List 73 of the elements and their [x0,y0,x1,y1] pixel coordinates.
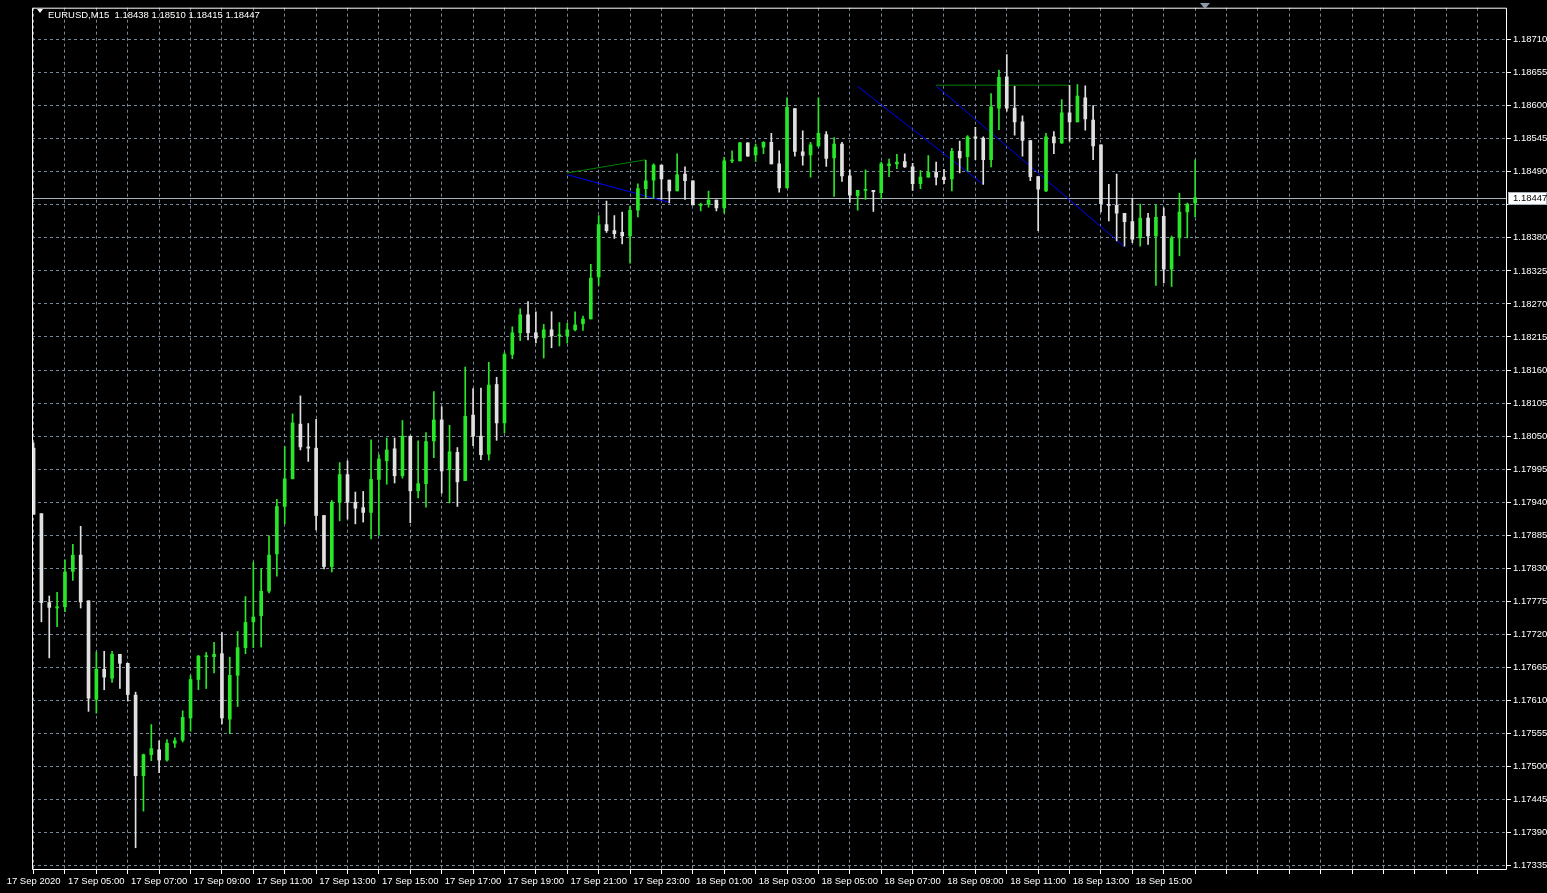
x-tick-label: 17 Sep 13:00 [319,875,376,887]
x-tick-label: 18 Sep 07:00 [884,875,941,887]
candlestick [573,311,577,332]
y-tick-label: 1.17665 [1513,661,1547,673]
candlestick [620,211,625,245]
y-tick-label: 1.17940 [1513,495,1547,507]
y-tick-label: 1.18655 [1513,66,1547,78]
y-tick-label: 1.18545 [1513,132,1547,144]
candlestick [212,641,216,674]
y-tick-label: 1.17830 [1513,561,1547,573]
x-tick-label: 17 Sep 23:00 [633,875,690,887]
candlestick [942,169,946,185]
y-tick-label: 1.17335 [1513,859,1547,871]
candlestick [361,491,366,523]
candlestick [1036,176,1041,231]
y-tick-label: 1.18270 [1513,297,1547,309]
x-tick-label: 17 Sep 17:00 [444,875,502,887]
y-tick-label: 1.18490 [1513,165,1547,177]
candlestick [1193,159,1197,218]
y-tick-label: 1.17500 [1513,760,1547,772]
y-tick-label: 1.18600 [1513,99,1547,111]
candlestick [1154,204,1158,286]
candlestick [102,650,107,691]
x-tick-label: 17 Sep 07:00 [130,875,188,887]
y-tick-label: 1.17720 [1513,628,1547,640]
x-tick-label: 18 Sep 11:00 [1010,875,1067,887]
candlestick [957,140,962,174]
x-tick-label: 17 Sep 19:00 [507,875,565,887]
candlestick [149,724,154,761]
y-tick-label: 1.17775 [1513,595,1547,607]
y-tick-label: 1.17995 [1513,462,1547,474]
x-tick-label: 18 Sep 09:00 [947,875,1004,887]
y-tick-label: 1.18325 [1513,264,1547,276]
ref-line-label: 1.18447 [1513,192,1547,204]
candlestick [643,160,648,198]
y-tick-label: 1.18105 [1513,396,1547,408]
candlestick [377,454,381,536]
candlestick [934,161,938,186]
y-tick-label: 1.17610 [1513,694,1547,706]
candlestick [683,166,687,200]
x-tick-label: 17 Sep 2020 [6,875,61,887]
candlestick [1106,184,1111,222]
y-tick-label: 1.18160 [1513,363,1547,375]
x-tick-label: 18 Sep 15:00 [1135,875,1193,887]
x-tick-label: 18 Sep 13:00 [1072,875,1130,887]
candlestick [55,592,59,627]
candlestick [384,437,389,485]
y-tick-label: 1.18050 [1513,429,1547,441]
x-tick-label: 17 Sep 11:00 [256,875,313,887]
candlestick [534,311,538,344]
x-tick-label: 17 Sep 09:00 [193,875,251,887]
y-tick-label: 1.17885 [1513,528,1547,540]
candlestick [800,130,805,166]
x-tick-label: 18 Sep 05:00 [821,875,879,887]
x-tick-label: 17 Sep 05:00 [68,875,125,887]
candlestick [204,652,209,689]
y-tick-label: 1.17555 [1513,727,1547,739]
y-tick-label: 1.18710 [1513,33,1547,45]
y-tick-label: 1.18380 [1513,231,1547,243]
candlestick [251,562,256,648]
y-tick-label: 1.17445 [1513,793,1547,805]
candlestick [47,595,52,659]
chart-title: EURUSD,M15 1.18438 1.18510 1.18415 1.18447 [48,9,260,21]
y-tick-label: 1.17390 [1513,826,1547,838]
candlestick [832,137,836,197]
x-tick-label: 18 Sep 01:00 [695,875,753,887]
candlestick [416,440,420,499]
candlestick [926,155,931,178]
x-tick-label: 17 Sep 21:00 [570,875,627,887]
x-tick-label: 17 Sep 15:00 [382,875,439,887]
candlestick [1185,202,1190,239]
x-tick-label: 18 Sep 03:00 [758,875,816,887]
y-tick-label: 1.18215 [1513,330,1547,342]
